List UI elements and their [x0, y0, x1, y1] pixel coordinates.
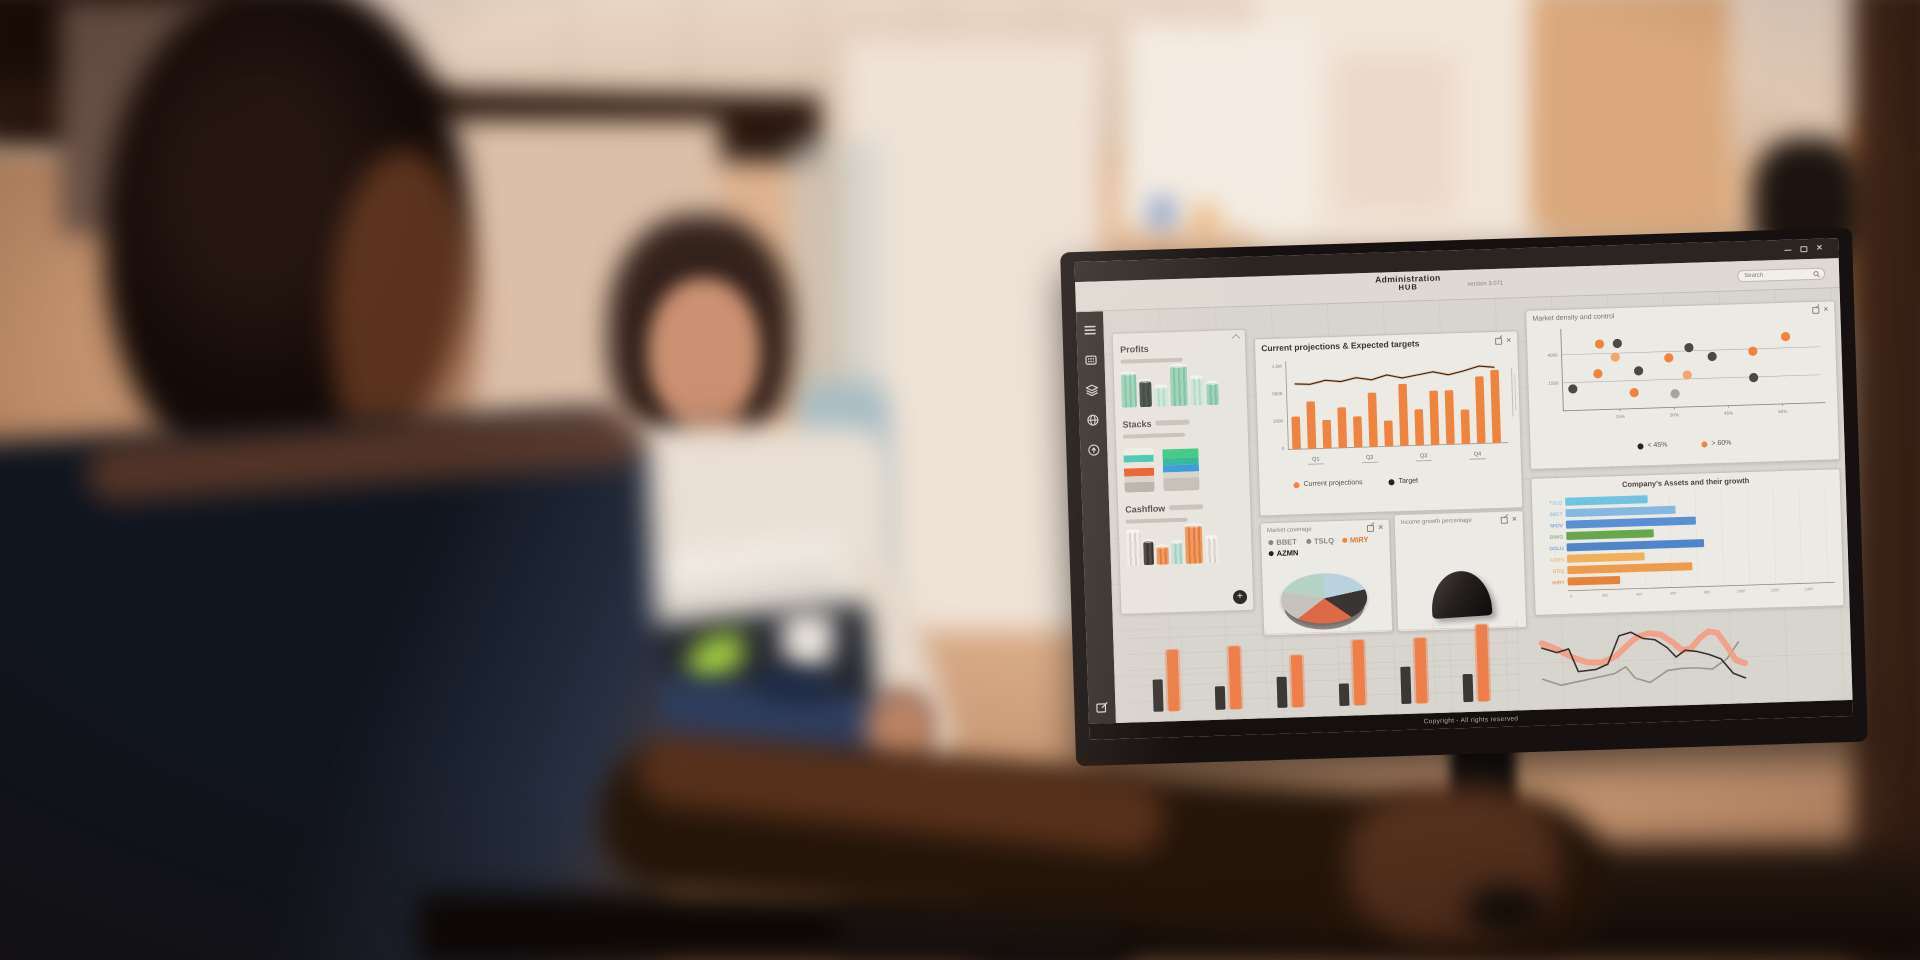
computer-mouse — [1466, 886, 1548, 936]
